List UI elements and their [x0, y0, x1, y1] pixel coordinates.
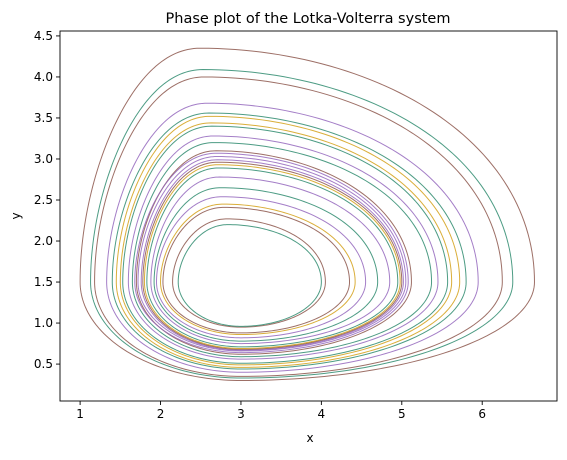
orbit-line-22 — [162, 206, 351, 334]
y-tick-label: 3.5 — [34, 111, 53, 125]
orbit-line-15 — [142, 161, 403, 350]
orbit-line-19 — [153, 187, 379, 342]
orbit-line-9 — [127, 135, 439, 360]
x-axis-label: x — [306, 431, 313, 445]
orbit-line-14 — [140, 159, 404, 351]
orbit-line-18 — [150, 176, 391, 345]
x-tick-label: 3 — [237, 407, 245, 421]
orbit-line-11 — [135, 150, 412, 355]
orbit-line-21 — [160, 203, 356, 336]
orbit-line-1 — [79, 47, 535, 381]
orbit-line-6 — [115, 115, 461, 368]
orbit-line-23 — [172, 218, 326, 328]
orbit-line-10 — [131, 142, 433, 358]
y-axis-label: y — [9, 212, 23, 219]
orbit-line-8 — [122, 125, 449, 364]
orbit-series-layer — [79, 47, 535, 381]
x-tick-label: 6 — [478, 407, 486, 421]
chart-title: Phase plot of the Lotka-Volterra system — [166, 11, 451, 27]
orbit-line-7 — [119, 122, 453, 366]
y-tick-label: 2.5 — [34, 193, 53, 207]
x-tick-label: 4 — [318, 407, 326, 421]
x-tick-label: 1 — [76, 407, 84, 421]
x-axis-ticks: 1 2 3 4 5 6 — [76, 401, 486, 421]
x-tick-label: 2 — [157, 407, 165, 421]
y-tick-label: 4.5 — [34, 29, 53, 43]
orbit-line-2 — [90, 69, 514, 379]
orbit-line-13 — [137, 156, 407, 352]
orbit-line-16 — [143, 164, 401, 349]
y-tick-label: 2.0 — [34, 234, 53, 248]
y-axis-ticks: 0.5 1.0 1.5 2.0 2.5 3.0 3.5 4.0 4.5 — [34, 29, 60, 371]
orbit-line-12 — [134, 152, 409, 354]
y-tick-label: 1.0 — [34, 316, 53, 330]
y-tick-label: 3.0 — [34, 152, 53, 166]
plot-area-frame — [59, 30, 558, 402]
orbit-line-17 — [146, 167, 399, 348]
orbit-line-4 — [106, 102, 479, 373]
orbit-line-5 — [111, 112, 467, 370]
y-tick-label: 1.5 — [34, 275, 53, 289]
orbit-line-24 — [177, 224, 322, 327]
orbit-line-20 — [155, 196, 367, 339]
x-tick-label: 5 — [398, 407, 406, 421]
y-tick-label: 4.0 — [34, 70, 53, 84]
orbit-line-3 — [94, 76, 503, 377]
y-tick-label: 0.5 — [34, 357, 53, 371]
